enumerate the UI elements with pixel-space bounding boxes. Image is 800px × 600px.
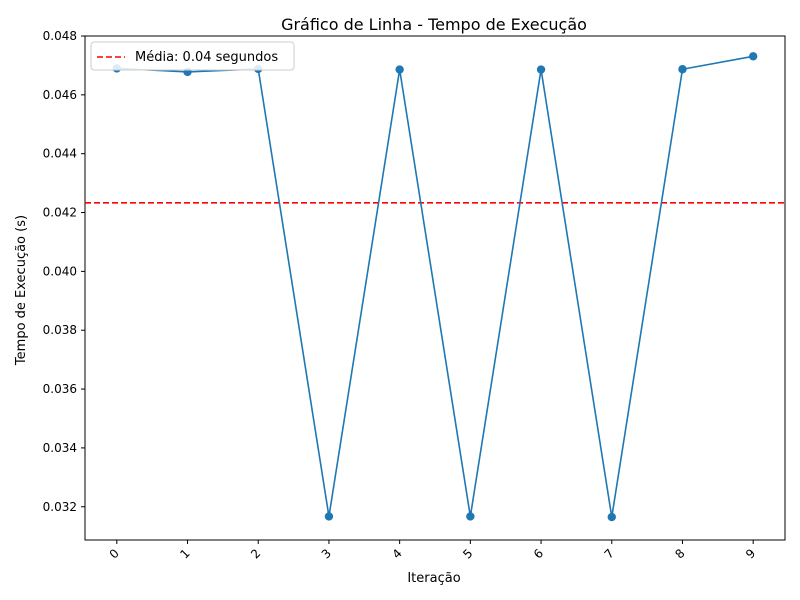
x-tick-label: 0	[107, 546, 122, 561]
y-axis-label: Tempo de Execução (s)	[14, 215, 29, 366]
series-line	[116, 55, 754, 518]
legend-label-mean: Média: 0.04 segundos	[135, 50, 278, 65]
data-point	[678, 65, 687, 74]
y-tick-label: 0.036	[43, 382, 77, 396]
x-tick-label: 9	[743, 546, 758, 561]
data-point	[395, 65, 404, 74]
y-tick-label: 0.044	[43, 147, 77, 161]
x-tick-label: 4	[389, 546, 404, 561]
data-point	[466, 512, 475, 521]
chart-title: Gráfico de Linha - Tempo de Execução	[281, 15, 587, 34]
x-tick-label: 5	[460, 546, 475, 561]
x-tick-label: 7	[602, 546, 617, 561]
x-axis-label: Iteração	[407, 571, 460, 586]
x-tick-label: 1	[177, 546, 192, 561]
y-tick-label: 0.038	[43, 323, 77, 337]
data-point	[536, 65, 546, 74]
y-tick-label: 0.034	[43, 441, 77, 455]
y-tick-label: 0.046	[43, 88, 77, 102]
x-tick-label: 2	[248, 546, 263, 561]
data-point	[607, 512, 616, 522]
x-tick-label: 8	[672, 546, 687, 561]
x-tick-label: 6	[531, 546, 546, 561]
y-tick-label: 0.042	[43, 206, 77, 220]
y-tick-label: 0.048	[43, 29, 77, 43]
y-tick-label: 0.032	[43, 500, 77, 514]
y-tick-label: 0.040	[43, 264, 77, 278]
x-tick-label: 3	[319, 546, 334, 561]
data-point	[324, 512, 334, 521]
legend-box	[90, 41, 295, 71]
data-point	[748, 52, 758, 61]
plot-frame	[84, 35, 786, 541]
plot-area: 0.032 0.034 0.036 0.038 0.040 0.042 0.044 0.046…	[43, 29, 786, 562]
